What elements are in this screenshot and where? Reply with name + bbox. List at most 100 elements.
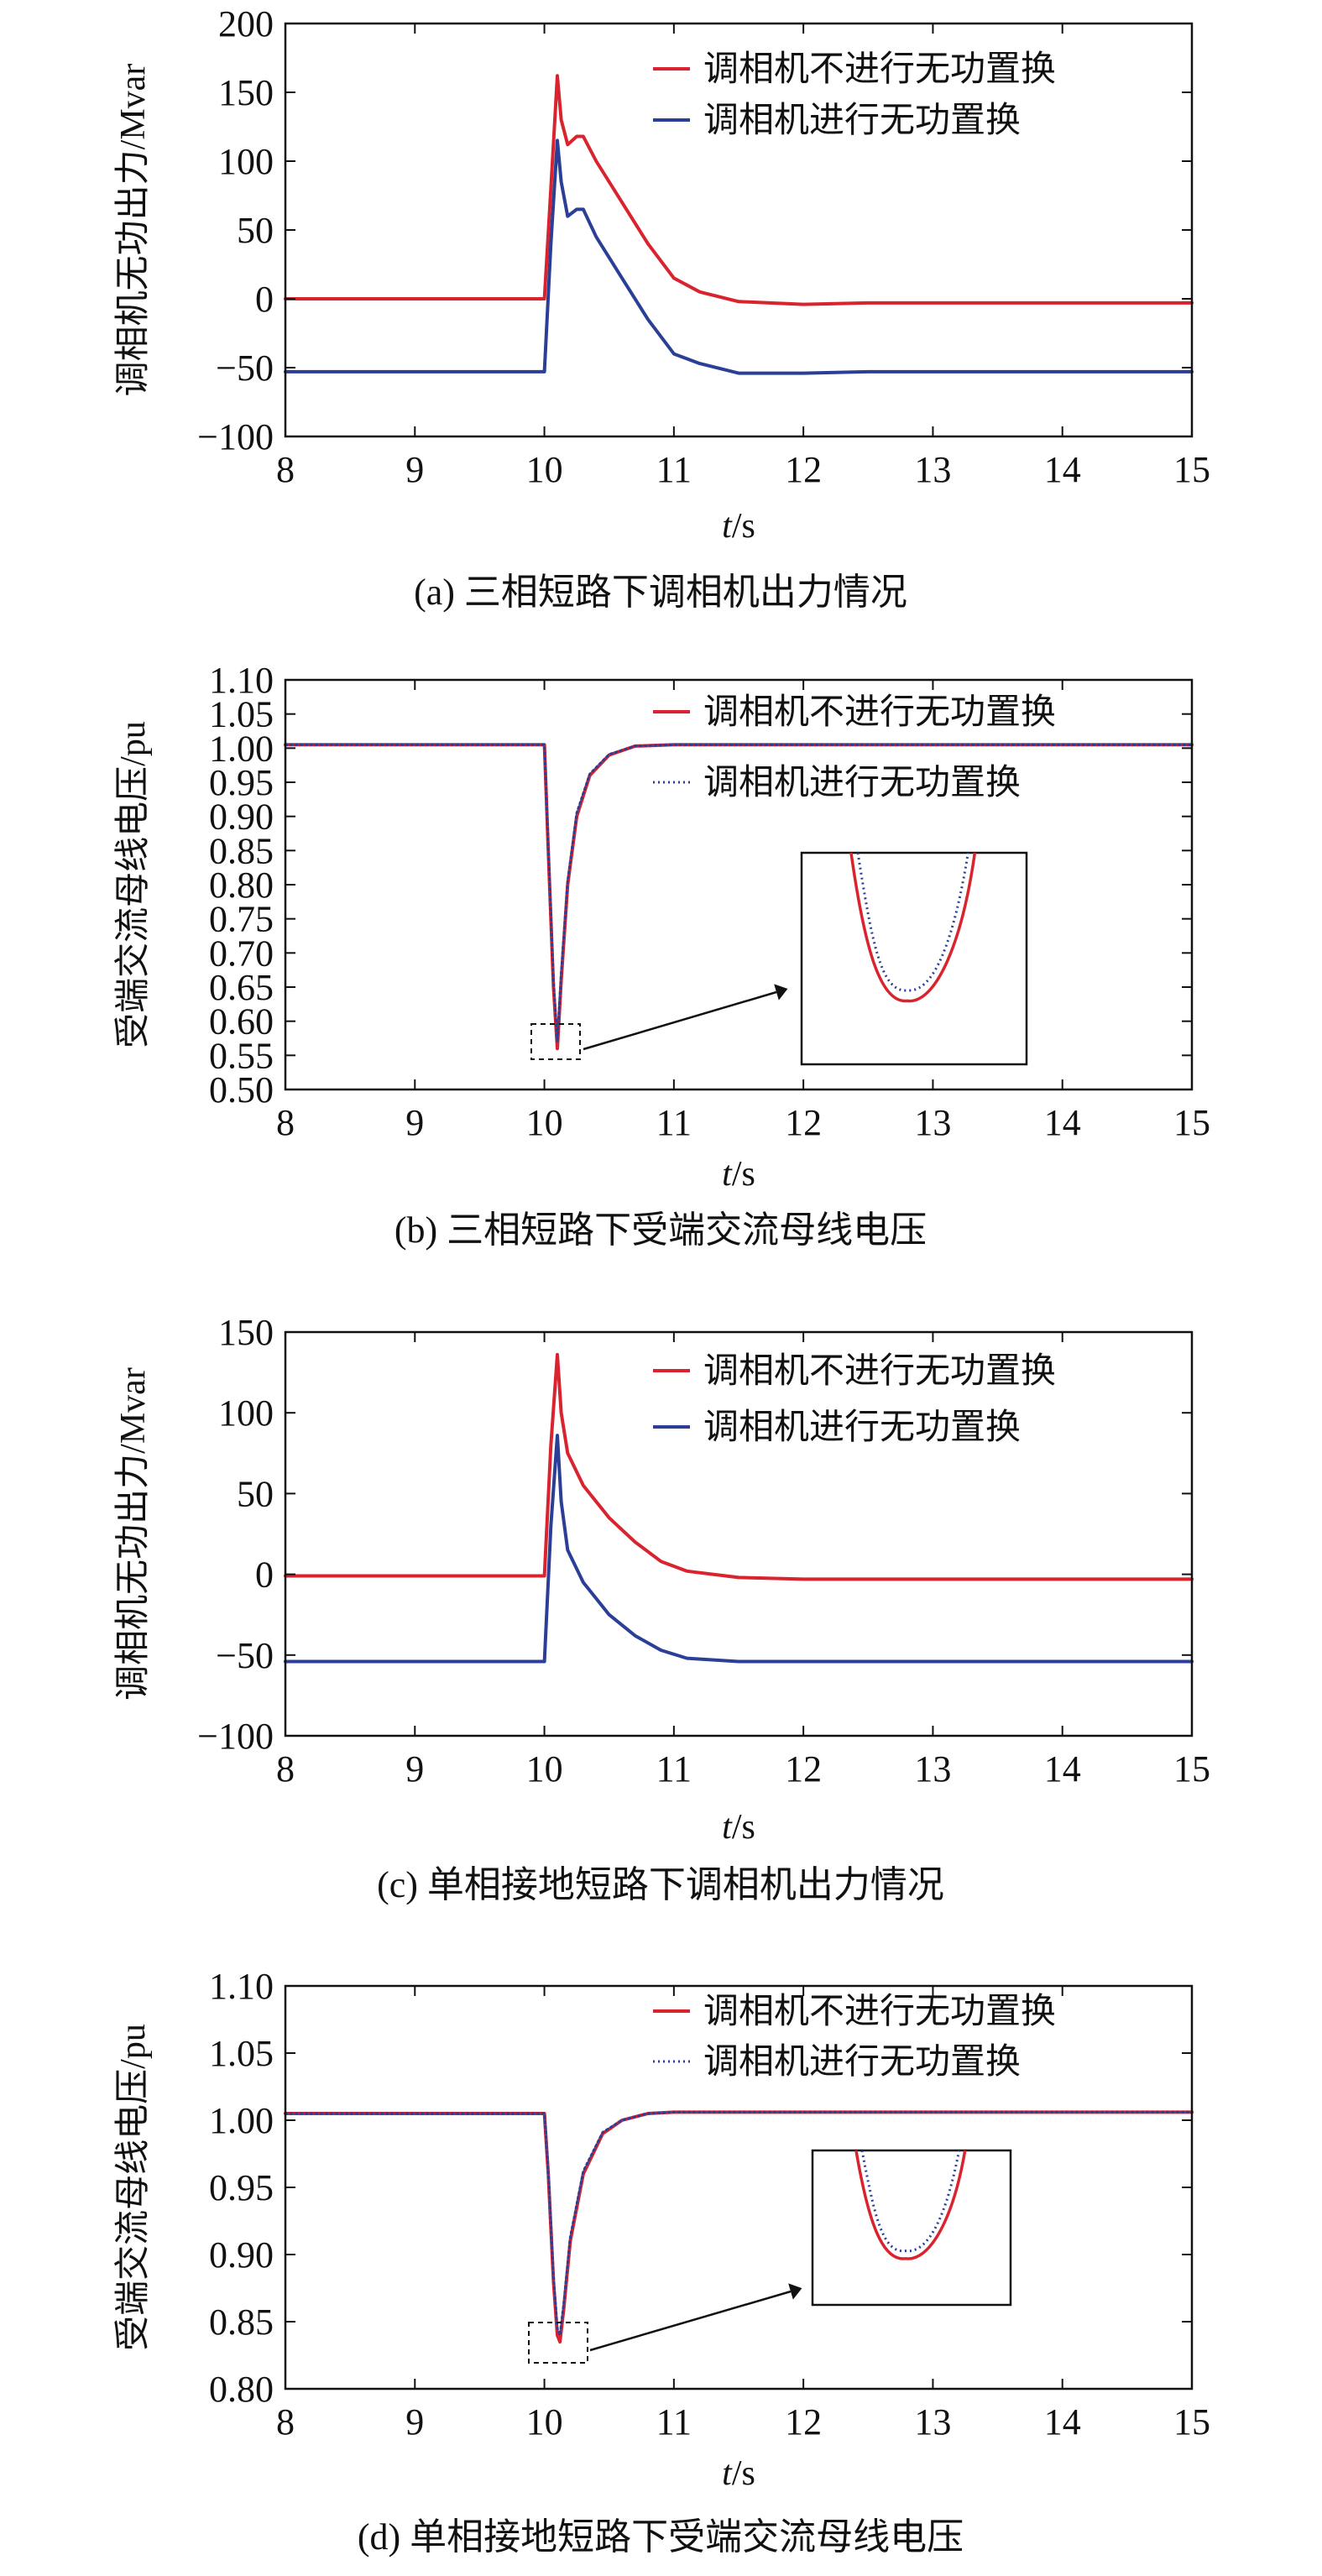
- panel-caption: (b) 三相短路下受端交流母线电压: [395, 1210, 927, 1251]
- y-tick-label: 0.75: [209, 899, 274, 940]
- series-line-no-swap: [284, 74, 1194, 306]
- x-tick-label: 13: [914, 449, 951, 490]
- y-tick-label: 0.95: [209, 2167, 274, 2208]
- y-tick-label: 1.10: [209, 1966, 274, 2007]
- x-axis-unit: /s: [732, 1155, 755, 1194]
- y-tick-label: 50: [237, 1473, 274, 1514]
- y-tick-label: −50: [216, 1635, 274, 1676]
- x-axis-label: t/s: [722, 507, 755, 546]
- series-line-swap: [284, 743, 1194, 1043]
- panel-caption: (d) 单相接地短路下受端交流母线电压: [358, 2516, 964, 2558]
- y-tick-label: 1.00: [209, 728, 274, 769]
- y-tick-label: 100: [218, 1393, 274, 1434]
- chart-panel-d: 8 9 10 11 12 13 14 15 1.10 1.05 1.00 0.95 0.90 0.85 0.…: [113, 1966, 1210, 2558]
- x-tick-label: 12: [785, 1748, 822, 1790]
- legend-label-swap: 调相机进行无功置换: [703, 1408, 1021, 1447]
- legend-label-swap: 调相机进行无功置换: [703, 102, 1021, 140]
- y-axis-label: 调相机无功出力/Mvar: [114, 64, 153, 397]
- zoom-region-marker: [530, 1023, 581, 1060]
- x-axis-label: t/s: [722, 2454, 755, 2493]
- zoom-arrow-head: [774, 984, 788, 1001]
- series-line-no-swap: [284, 1352, 1194, 1581]
- x-tick-label: 8: [276, 1748, 295, 1790]
- x-axis-var: t: [722, 507, 733, 546]
- panel-caption: (c) 单相接地短路下调相机出力情况: [377, 1864, 944, 1905]
- series-line-swap: [284, 2110, 1194, 2337]
- y-tick-label: 0: [255, 1554, 274, 1596]
- zoom-curve-swap: [856, 852, 969, 992]
- x-tick-label: 10: [526, 2401, 563, 2443]
- x-axis-label: t/s: [722, 1155, 755, 1194]
- x-tick-label: 15: [1173, 1748, 1210, 1790]
- y-tick-label: 0.65: [209, 967, 274, 1008]
- y-tick-label: 0.85: [209, 830, 274, 871]
- legend-label-no-swap: 调相机不进行无功置换: [703, 1993, 1056, 2031]
- x-tick-label: 10: [526, 449, 563, 490]
- y-axis-label: 受端交流母线电压/pu: [113, 2024, 153, 2351]
- y-tick-label: 1.00: [209, 2100, 274, 2141]
- x-axis-unit: /s: [732, 2454, 755, 2493]
- x-tick-label: 11: [656, 2401, 692, 2443]
- plot-frame: [284, 678, 1194, 1091]
- series-line-swap: [284, 138, 1194, 375]
- x-tick-label: 11: [656, 449, 692, 490]
- y-tick-label: 150: [218, 72, 274, 113]
- plot-frame: [284, 1330, 1194, 1737]
- x-tick-label: 12: [785, 449, 822, 490]
- x-tick-label: 14: [1044, 1102, 1081, 1143]
- x-tick-label: 15: [1173, 449, 1210, 490]
- y-tick-label: −100: [197, 416, 274, 457]
- zoom-curve-swap: [860, 2150, 961, 2253]
- chart-panel-a: 8 9 10 11 12 13 14 15 200 150 100 50 0 −50 −100 调相机无功出力…: [114, 3, 1210, 613]
- x-tick-label: 15: [1173, 1102, 1210, 1143]
- legend-label-no-swap: 调相机不进行无功置换: [703, 1352, 1056, 1391]
- x-tick-label: 9: [405, 1102, 424, 1143]
- x-tick-label: 14: [1044, 449, 1081, 490]
- legend-label-swap: 调相机进行无功置换: [703, 2043, 1021, 2082]
- y-tick-label: 0: [255, 279, 274, 320]
- legend-label-no-swap: 调相机不进行无功置换: [703, 693, 1056, 732]
- x-axis-var: t: [722, 1155, 733, 1194]
- chart-panel-c: 8 9 10 11 12 13 14 15 150 100 50 0 −50 −100 调相机无功出力/Mv…: [114, 1312, 1210, 1905]
- x-tick-label: 10: [526, 1102, 563, 1143]
- zoom-inset-frame: [800, 851, 1028, 1066]
- y-tick-label: 0.80: [209, 2369, 274, 2410]
- x-axis-var: t: [722, 1808, 733, 1847]
- zoom-curve-no-swap: [854, 2150, 967, 2260]
- panel-caption: (a) 三相短路下调相机出力情况: [414, 572, 907, 613]
- y-tick-label: 0.90: [209, 2234, 274, 2276]
- legend-label-no-swap: 调相机不进行无功置换: [703, 50, 1056, 89]
- legend-label-swap: 调相机进行无功置换: [703, 764, 1021, 802]
- x-tick-label: 13: [914, 1102, 951, 1143]
- x-tick-label: 10: [526, 1748, 563, 1790]
- y-tick-label: 1.10: [209, 660, 274, 701]
- x-tick-label: 13: [914, 1748, 951, 1790]
- x-tick-label: 14: [1044, 2401, 1081, 2443]
- y-tick-label: −100: [197, 1716, 274, 1757]
- x-axis-unit: /s: [732, 1808, 755, 1847]
- y-tick-label: 1.05: [209, 2033, 274, 2074]
- y-tick-label: 0.85: [209, 2302, 274, 2343]
- x-tick-label: 11: [656, 1102, 692, 1143]
- x-tick-label: 14: [1044, 1748, 1081, 1790]
- y-axis-label: 受端交流母线电压/pu: [113, 721, 153, 1048]
- x-tick-label: 12: [785, 1102, 822, 1143]
- series-line-swap: [284, 1434, 1194, 1664]
- x-tick-label: 8: [276, 2401, 295, 2443]
- zoom-inset-frame: [811, 2149, 1012, 2307]
- x-axis-var: t: [722, 2454, 733, 2493]
- y-tick-label: 0.95: [209, 762, 274, 803]
- x-tick-label: 9: [405, 1748, 424, 1790]
- zoom-arrow-line: [589, 2290, 792, 2352]
- x-tick-label: 9: [405, 2401, 424, 2443]
- y-tick-label: 0.80: [209, 865, 274, 906]
- y-tick-label: 0.55: [209, 1035, 274, 1076]
- y-tick-label: 50: [237, 210, 274, 251]
- chart-panel-b: 8 9 10 11 12 13 14 151.101.051.000.950.900.850.…: [113, 660, 1210, 1251]
- x-tick-label: 15: [1173, 2401, 1210, 2443]
- y-tick-label: −50: [216, 347, 274, 389]
- x-axis-unit: /s: [732, 507, 755, 546]
- y-tick-label: 0.70: [209, 933, 274, 974]
- zoom-region-marker: [528, 2322, 588, 2364]
